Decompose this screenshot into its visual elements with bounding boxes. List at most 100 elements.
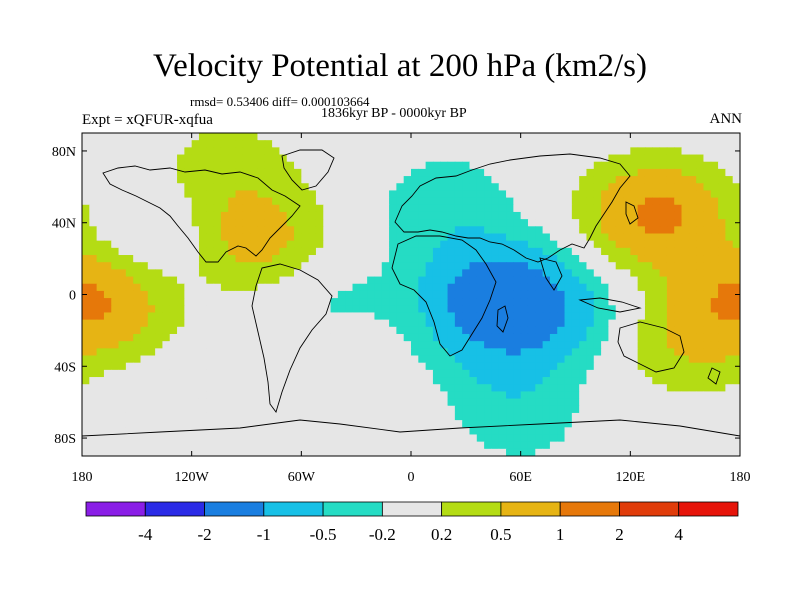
field-cell [476, 377, 485, 385]
field-cell [264, 219, 273, 227]
field-cell [367, 405, 375, 414]
field-cell [345, 355, 354, 364]
field-cell [396, 298, 405, 306]
field-cell [564, 341, 573, 349]
field-cell [608, 147, 617, 156]
field-cell [198, 355, 207, 364]
field-cell [491, 262, 500, 270]
field-cell [586, 190, 595, 199]
field-cell [527, 384, 536, 392]
field-cell [213, 247, 222, 256]
field-cell [432, 369, 441, 378]
field-cell [111, 441, 120, 450]
field-cell [557, 197, 566, 206]
field-cell [111, 262, 120, 270]
field-cell [425, 183, 434, 191]
field-cell [725, 355, 734, 364]
field-cell [718, 247, 726, 256]
field-cell [169, 290, 178, 299]
field-cell [220, 226, 229, 234]
field-cell [162, 219, 171, 227]
field-cell [454, 190, 463, 199]
field-cell [111, 233, 120, 242]
field-cell [484, 420, 492, 428]
field-cell [418, 226, 427, 234]
field-cell [615, 434, 624, 443]
field-cell [688, 434, 697, 443]
field-cell [571, 412, 580, 421]
field-cell [637, 420, 646, 428]
field-cell [703, 441, 712, 450]
field-cell [564, 133, 573, 141]
colorbar-box [144, 501, 205, 517]
field-cell [206, 427, 215, 435]
field-cell [352, 140, 361, 148]
field-cell [608, 434, 617, 443]
field-cell [652, 262, 661, 270]
field-cell [520, 355, 529, 364]
field-cell [125, 405, 134, 414]
field-cell [476, 305, 485, 313]
field-cell [206, 183, 215, 191]
field-cell [286, 211, 295, 220]
field-cell [498, 183, 507, 191]
field-cell [476, 269, 485, 278]
field-cell [454, 341, 463, 349]
field-cell [601, 283, 609, 292]
field-cell [228, 362, 237, 371]
field-cell [454, 355, 463, 364]
x-tick-label: 180 [730, 470, 751, 485]
field-cell [644, 255, 653, 263]
field-cell [374, 305, 383, 313]
field-cell [520, 312, 529, 321]
field-cell [257, 420, 266, 428]
field-cell [359, 240, 368, 249]
field-cell [242, 133, 251, 141]
field-cell [191, 197, 200, 206]
field-cell [389, 168, 397, 177]
field-cell [389, 219, 397, 227]
field-cell [198, 341, 207, 349]
field-cell [206, 341, 215, 349]
field-cell [425, 219, 434, 227]
field-cell [623, 341, 631, 349]
field-cell [191, 355, 200, 364]
field-cell [140, 219, 149, 227]
field-cell [542, 262, 551, 270]
field-cell [155, 147, 163, 156]
field-cell [301, 147, 310, 156]
field-cell [155, 355, 163, 364]
field-cell [674, 312, 683, 321]
field-cell [601, 427, 609, 435]
field-cell [315, 262, 324, 270]
field-cell [389, 190, 397, 199]
field-cell [666, 154, 675, 163]
field-cell [593, 240, 602, 249]
field-cell [294, 233, 302, 242]
field-cell [257, 140, 266, 148]
field-cell [155, 154, 163, 163]
field-cell [162, 290, 171, 299]
field-cell [549, 262, 558, 270]
field-cell [133, 369, 141, 378]
field-cell [469, 333, 478, 342]
field-cell [140, 276, 149, 285]
field-cell [688, 262, 697, 270]
field-cell [315, 183, 324, 191]
field-cell [198, 147, 207, 156]
field-cell [352, 391, 361, 400]
field-cell [666, 283, 675, 292]
field-cell [177, 183, 185, 191]
field-cell [425, 312, 434, 321]
field-cell [549, 269, 558, 278]
field-cell [96, 427, 105, 435]
field-cell [359, 448, 368, 456]
field-cell [118, 298, 127, 306]
field-cell [579, 247, 587, 256]
field-cell [359, 140, 368, 148]
field-cell [250, 154, 258, 163]
field-cell [250, 326, 258, 335]
field-cell [96, 348, 105, 357]
field-cell [623, 290, 631, 299]
field-cell [403, 448, 412, 456]
